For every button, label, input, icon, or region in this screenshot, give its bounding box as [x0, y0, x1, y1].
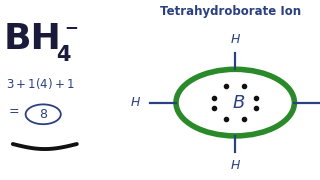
- Text: Tetrahydroborate Ion: Tetrahydroborate Ion: [160, 5, 301, 18]
- Text: BH: BH: [3, 22, 61, 56]
- Text: $\mathit{H}$: $\mathit{H}$: [230, 33, 241, 46]
- Text: $\mathit{H}$: $\mathit{H}$: [230, 159, 241, 172]
- Text: $\mathit{B}$: $\mathit{B}$: [232, 94, 245, 112]
- Text: $8$: $8$: [39, 108, 48, 121]
- Text: $\mathit{H}$: $\mathit{H}$: [130, 96, 141, 109]
- Text: $=$: $=$: [6, 103, 20, 116]
- Text: $3+1(4)+1$: $3+1(4)+1$: [6, 76, 75, 91]
- Text: 4: 4: [56, 45, 70, 65]
- Text: −: −: [64, 18, 78, 36]
